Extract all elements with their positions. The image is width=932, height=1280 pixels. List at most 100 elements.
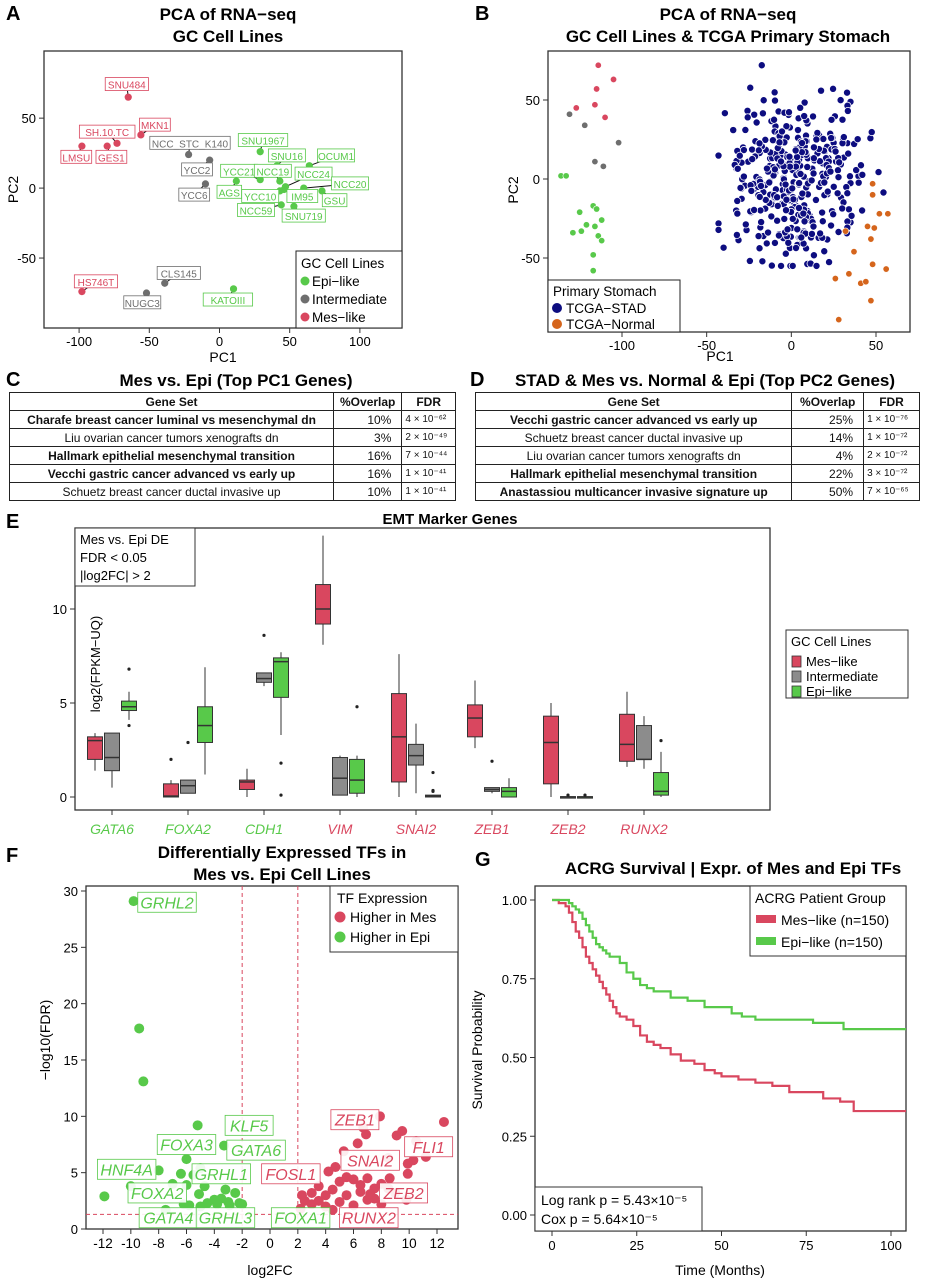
mes-tf-point [348,1174,359,1185]
legend-marker [334,931,346,943]
cell-line-point [598,216,606,224]
gene-set-cell: Liu ovarian cancer tumors xenografts dn [8,428,335,447]
panel-a: A PCA of RNA−seq GC Cell Lines -100 -50 0 5… [5,3,403,365]
y-tick-label: 5 [60,696,67,711]
gene-label: HNF4A [100,1162,152,1179]
epi-tf-point [181,1154,192,1165]
fdr-cell: 2 × 10⁻⁷² [863,446,920,465]
tcga-stad-point [762,164,771,173]
x-tick-label: 25 [630,1238,644,1253]
point-label-box [181,162,213,177]
tcga-stad-point [853,135,862,144]
box-iqr [391,693,407,783]
box-iqr [121,700,137,712]
table-row: Anastassiou multicancer invasive signatu… [474,482,920,501]
tcga-stad-point [818,217,827,226]
point-label: NCC24 [297,170,330,181]
tcga-stad-point [791,146,800,155]
box-outlier [262,633,266,637]
panel-b-title-line1: PCA of RNA−seq [660,5,797,24]
fdr-cell: 7 × 10⁻⁶⁵ [863,482,920,501]
tcga-stad-point [835,158,844,167]
cell-line-point [593,205,601,213]
tcga-stad-point [741,220,750,229]
x-tick-label: 50 [714,1238,728,1253]
gene-set-cell: Hallmark epithelial mesenchymal transiti… [8,446,335,465]
tcga-stad-point [829,210,838,219]
point-label-box [78,124,136,139]
tcga-stad-point [745,256,754,265]
legend: ACRG Patient Group Mes−like (n=150) Epi−li… [749,885,907,957]
panel-e-title: EMT Marker Genes [382,511,517,528]
tcga-stad-point [796,103,805,112]
point-label-box [104,77,149,91]
tcga-stad-point [788,214,797,223]
tcga-stad-point [844,149,853,158]
tcga-normal-point [869,191,877,199]
tcga-stad-point [770,165,779,174]
tcga-stad-point [729,126,738,135]
table-header-row: Gene Set %Overlap FDR [8,392,456,411]
box-iqr [197,706,213,743]
gene-label-box [156,1134,217,1155]
tcga-stad-point [714,225,723,234]
tcga-stad-point [765,178,774,187]
point-label: SNU16 [271,152,304,163]
x-tick-label: 100 [880,1238,902,1253]
tcga-stad-point [856,161,865,170]
cell-line-point [589,251,597,259]
gene-set-cell: Schuetz breast cancer ductal invasive up [8,482,335,501]
legend-marker [791,655,802,668]
tcga-stad-point [833,166,842,175]
panel-b-plot: -100 -50 0 50 -50 0 50 PC1 PC2 Primary Stomach TCG… [505,50,911,364]
tcga-normal-point [875,210,883,218]
panel-d-title: STAD & Mes vs. Normal & Epi (Top PC2 Gen… [515,371,895,390]
panel-f-letter: F [6,845,18,867]
gene-label-box [270,1207,331,1229]
tcga-stad-point [770,238,779,247]
gene-label-box [97,1158,157,1180]
legend-entry: Higher in Mes [350,909,436,925]
tcga-stad-point [827,221,836,230]
point-label-box [253,163,292,178]
tcga-stad-point [755,192,764,201]
overlap-cell: 3% [333,428,403,447]
gene-label-box [404,1136,454,1158]
cell-line-point [601,113,609,121]
mes-tf-point [306,1187,317,1198]
box-iqr [501,787,517,798]
tcga-stad-point [811,195,820,204]
legend-entry: TCGA−STAD [566,301,647,316]
legend-marker [791,685,802,698]
tcga-stad-point [733,196,742,205]
box-iqr [87,736,103,760]
overlap-cell: 10% [333,482,403,501]
box-iqr [256,672,272,683]
tcga-stad-point [781,249,790,258]
plot-frame [85,885,459,1230]
x-tick-label: -100 [66,334,92,349]
tcga-stad-point [770,88,779,97]
panel-c-title: Mes vs. Epi (Top PC1 Genes) [119,371,352,390]
gene-label-box [195,1207,256,1229]
data-point [206,156,214,164]
y-tick-label: 15 [64,1053,78,1068]
panel-a-title-line2: GC Cell Lines [173,27,284,46]
cell-line-point [581,121,589,129]
point-label-box [149,135,231,150]
legend-box [329,885,459,953]
epi-tf-point [175,1168,186,1179]
x-tick-label: -100 [609,338,635,353]
tcga-stad-point [817,86,826,95]
fdr-cell: 2 × 10⁻⁴⁹ [401,428,456,447]
legend-entry: Epi−like (n=150) [781,934,883,950]
cell-line-point [598,237,606,245]
point-label-box [286,189,319,203]
epi-tf-point [194,1189,205,1200]
tcga-stad-point [719,243,728,252]
tcga-stad-point [773,193,782,202]
panel-e: E EMT Marker Genes 0 5 10 log2(FPKM−UQ) GATA… [6,511,909,837]
table-row: Schuetz breast cancer ductal invasive up… [8,482,456,501]
tcga-stad-point [798,189,807,198]
